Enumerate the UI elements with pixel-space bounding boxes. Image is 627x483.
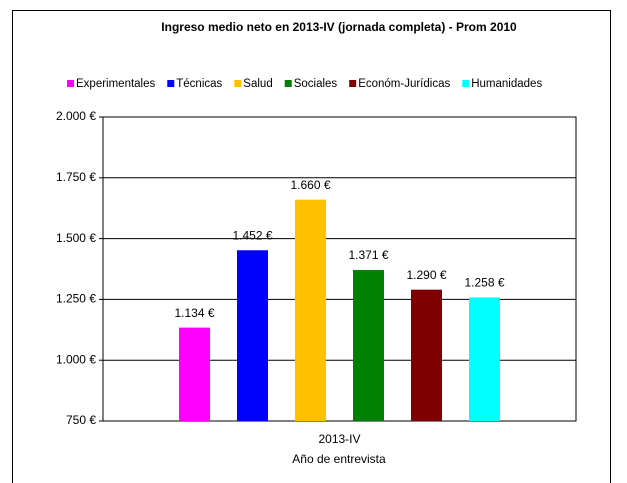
x-axis-label: Año de entrevista	[292, 452, 386, 466]
data-label: 1.258 €	[464, 276, 504, 290]
legend-swatch	[349, 80, 357, 87]
y-tick-label: 2.000 €	[56, 109, 96, 123]
bar	[295, 199, 326, 421]
data-label: 1.290 €	[406, 268, 446, 282]
chart-title: Ingreso medio neto en 2013-IV (jornada c…	[161, 20, 517, 34]
legend-swatch	[167, 80, 175, 87]
bar	[469, 297, 500, 421]
legend-swatch	[67, 80, 74, 87]
legend-swatch	[284, 80, 292, 87]
y-tick-label: 1.500 €	[56, 231, 96, 245]
legend-label: Humanidades	[471, 78, 542, 90]
bar	[353, 269, 384, 421]
legend-label: Sociales	[294, 78, 338, 90]
data-label: 1.452 €	[232, 228, 272, 242]
legend-label: Económ-Jurídicas	[358, 78, 450, 90]
data-label: 1.660 €	[290, 178, 330, 192]
y-tick-label: 1.000 €	[56, 352, 96, 366]
plot-border	[102, 116, 577, 422]
y-tick-label: 1.250 €	[56, 292, 96, 306]
y-tick-label: 1.750 €	[56, 170, 96, 184]
legend-label: Técnicas	[176, 78, 222, 90]
data-label: 1.371 €	[348, 248, 388, 262]
x-tick-label: 2013-IV	[318, 432, 360, 446]
bar	[179, 327, 210, 421]
bar	[237, 250, 268, 421]
y-tick-label: 750 €	[66, 413, 96, 427]
legend-label: Salud	[243, 78, 272, 90]
data-label: 1.134 €	[174, 306, 214, 320]
bar	[411, 289, 442, 421]
legend-swatch	[234, 80, 242, 87]
legend-label: Experimentales	[76, 78, 156, 90]
legend-swatch	[462, 80, 470, 87]
